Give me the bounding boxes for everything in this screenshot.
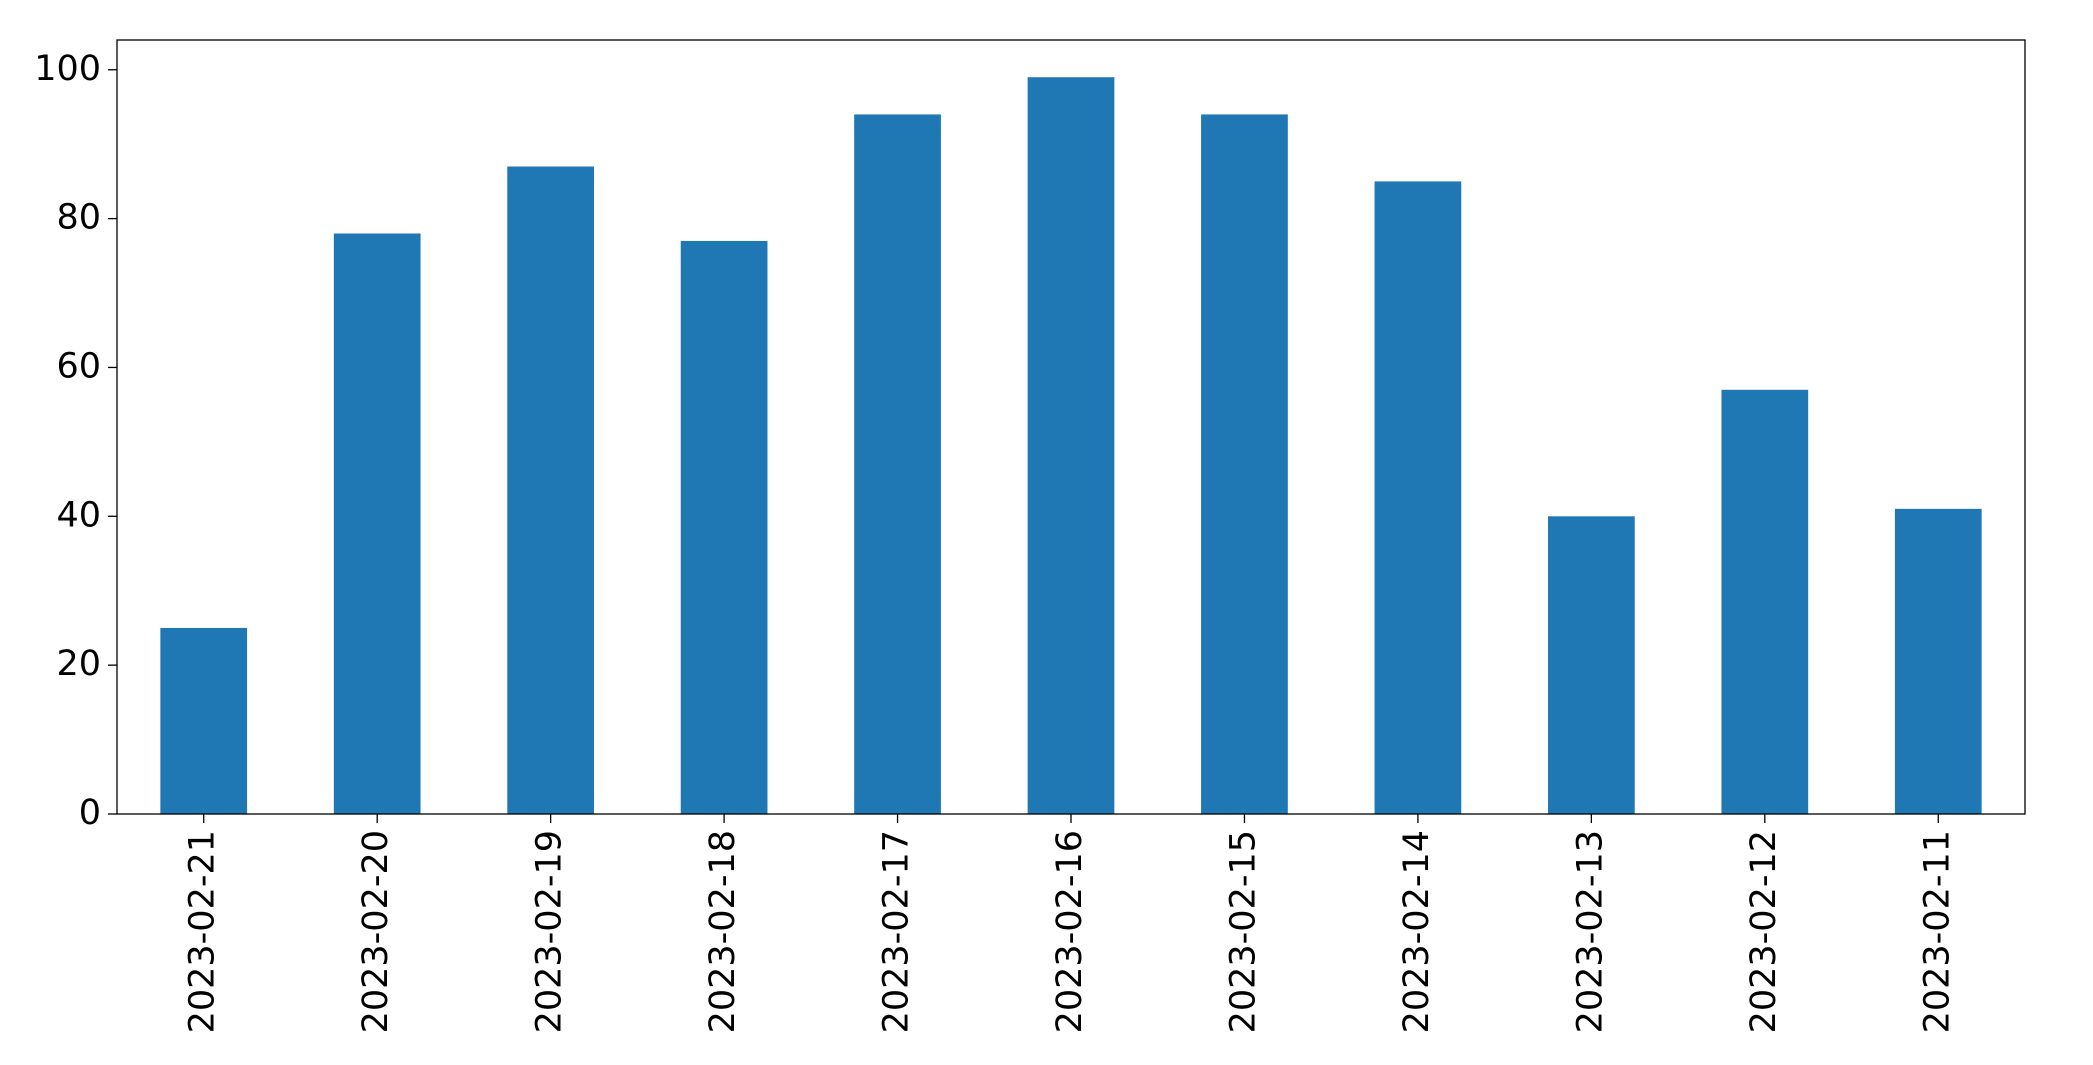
plot-frame bbox=[116, 39, 2026, 815]
y-tick-label: 0 bbox=[79, 793, 101, 833]
x-tick-label: 2023-02-20 bbox=[356, 830, 396, 1033]
y-tick-label: 80 bbox=[56, 198, 101, 238]
x-tick-label: 2023-02-19 bbox=[530, 830, 570, 1033]
bar bbox=[1027, 77, 1115, 814]
x-tick-label: 2023-02-21 bbox=[183, 830, 223, 1033]
bar bbox=[1721, 389, 1809, 814]
bar bbox=[854, 114, 941, 814]
bar bbox=[1201, 114, 1288, 814]
x-tick-label: 2023-02-11 bbox=[1917, 830, 1957, 1033]
bar bbox=[333, 233, 421, 814]
bar bbox=[680, 240, 768, 814]
x-tick-label: 2023-02-13 bbox=[1570, 830, 1610, 1033]
bar bbox=[1894, 508, 1982, 814]
x-tick-label: 2023-02-18 bbox=[703, 830, 743, 1033]
x-tick-label: 2023-02-14 bbox=[1397, 830, 1437, 1033]
bar bbox=[160, 627, 248, 814]
y-tick-label: 20 bbox=[56, 644, 101, 684]
x-tick-label: 2023-02-16 bbox=[1050, 830, 1090, 1033]
bar bbox=[1374, 181, 1462, 815]
y-tick-label: 60 bbox=[56, 346, 101, 386]
bar bbox=[1548, 516, 1635, 814]
x-tick-label: 2023-02-17 bbox=[877, 830, 917, 1033]
x-tick-label: 2023-02-15 bbox=[1223, 830, 1263, 1033]
x-tick-label: 2023-02-12 bbox=[1744, 830, 1784, 1033]
y-tick-label: 40 bbox=[56, 495, 101, 535]
y-tick-label: 100 bbox=[34, 49, 101, 89]
bar bbox=[507, 166, 594, 814]
